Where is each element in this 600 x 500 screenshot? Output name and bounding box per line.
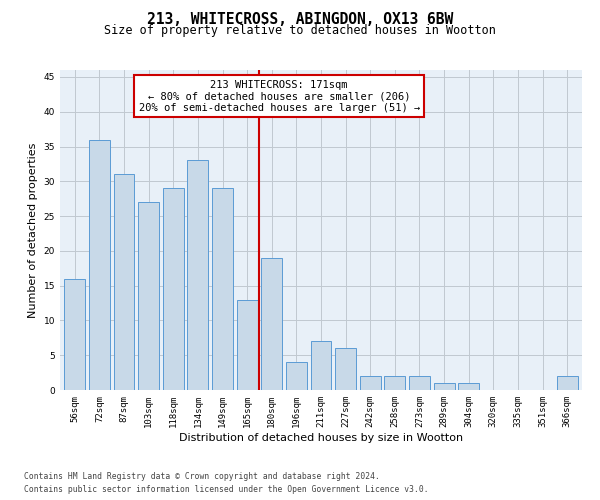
Bar (89, 140, 110, 390)
Bar (385, 376, 406, 390)
Text: Size of property relative to detached houses in Wootton: Size of property relative to detached ho… (104, 24, 496, 37)
Y-axis label: Number of detached properties: Number of detached properties (28, 142, 38, 318)
X-axis label: Distribution of detached houses by size in Wootton: Distribution of detached houses by size … (179, 432, 463, 442)
Bar (286, 362, 307, 390)
Bar (557, 376, 578, 390)
Bar (187, 160, 208, 390)
Bar (64, 278, 85, 390)
Bar (138, 202, 159, 390)
Bar (458, 383, 479, 390)
Bar (113, 174, 134, 390)
Bar (335, 348, 356, 390)
Text: Contains HM Land Registry data © Crown copyright and database right 2024.: Contains HM Land Registry data © Crown c… (24, 472, 380, 481)
Text: Contains public sector information licensed under the Open Government Licence v3: Contains public sector information licen… (24, 485, 428, 494)
Bar (261, 258, 282, 390)
Bar (236, 300, 257, 390)
Bar (311, 342, 331, 390)
Bar (163, 188, 184, 390)
Bar (360, 376, 381, 390)
Text: 213 WHITECROSS: 171sqm
← 80% of detached houses are smaller (206)
20% of semi-de: 213 WHITECROSS: 171sqm ← 80% of detached… (139, 80, 420, 113)
Text: 213, WHITECROSS, ABINGDON, OX13 6BW: 213, WHITECROSS, ABINGDON, OX13 6BW (147, 12, 453, 28)
Bar (434, 383, 455, 390)
Bar (409, 376, 430, 390)
Bar (212, 188, 233, 390)
